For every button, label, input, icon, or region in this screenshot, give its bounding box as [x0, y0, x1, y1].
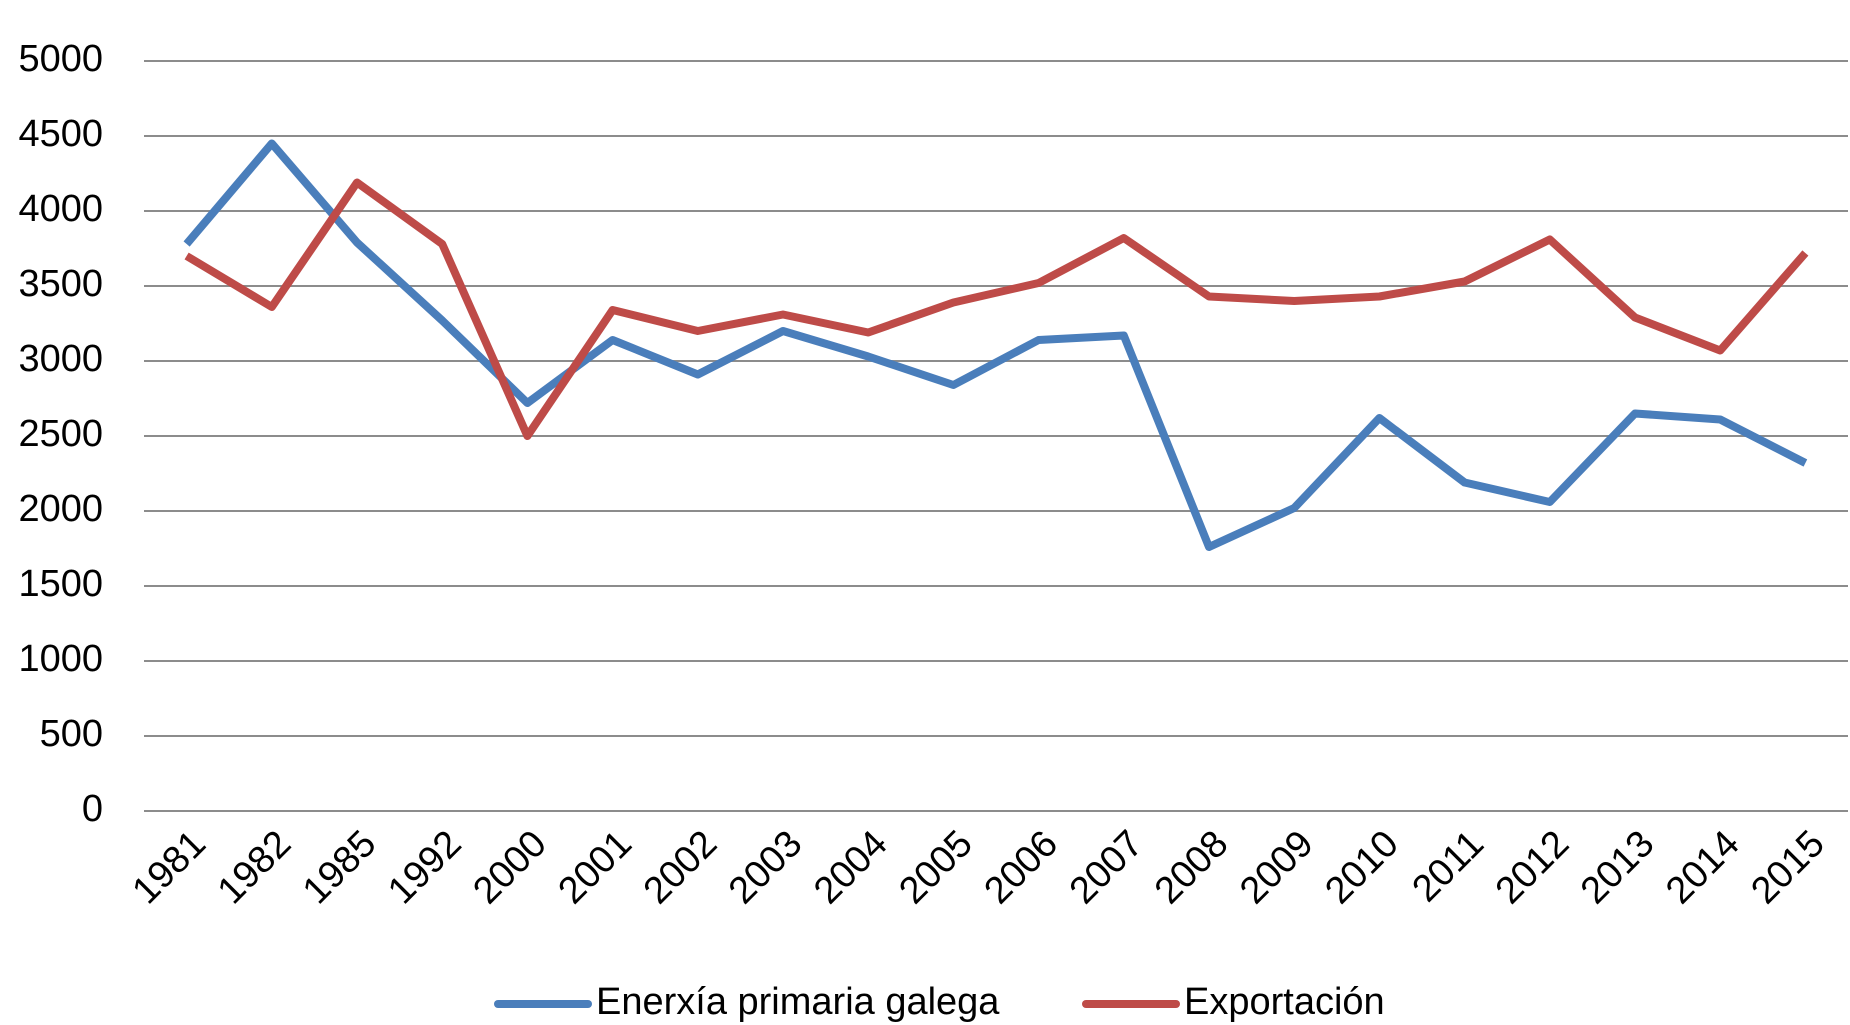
legend-label: Enerxía primaria galega: [596, 981, 1000, 1023]
x-tick-label: 2000: [465, 823, 554, 912]
x-tick-label: 2003: [721, 823, 810, 912]
series-line: [183, 139, 1808, 551]
x-tick-label: 2004: [806, 823, 895, 912]
x-tick-label: 2007: [1062, 823, 1151, 912]
x-tick-label: 2013: [1573, 823, 1662, 912]
x-tick-label: 2006: [977, 823, 1066, 912]
y-tick-label: 4000: [18, 188, 103, 230]
x-tick-label: 2008: [1147, 823, 1236, 912]
x-tick-label: 2014: [1658, 823, 1747, 912]
x-tick-label: 2005: [891, 823, 980, 912]
x-tick-label: 2011: [1405, 823, 1492, 910]
y-tick-label: 1500: [18, 563, 103, 605]
x-tick-label: 2009: [1232, 823, 1321, 912]
y-tick-label: 0: [82, 788, 103, 830]
y-tick-label: 3500: [18, 263, 103, 305]
x-tick-label: 1985: [295, 823, 384, 912]
x-tick-label: 1982: [210, 823, 299, 912]
y-tick-label: 1000: [18, 638, 103, 680]
y-tick-label: 2000: [18, 488, 103, 530]
x-tick-label: 1992: [380, 823, 469, 912]
y-tick-label: 2500: [18, 413, 103, 455]
x-tick-label: 2001: [551, 823, 640, 912]
legend-label: Exportación: [1184, 981, 1385, 1023]
y-tick-label: 5000: [18, 38, 103, 80]
y-tick-label: 500: [40, 713, 103, 755]
x-tick-label: 1981: [125, 823, 214, 912]
x-tick-label: 2015: [1743, 823, 1832, 912]
x-tick-label: 2002: [636, 823, 725, 912]
series-line: [184, 178, 1809, 440]
y-tick-label: 4500: [18, 113, 103, 155]
y-tick-label: 3000: [18, 338, 103, 380]
x-tick-label: 2010: [1317, 823, 1406, 912]
x-tick-label: 2012: [1488, 823, 1577, 912]
